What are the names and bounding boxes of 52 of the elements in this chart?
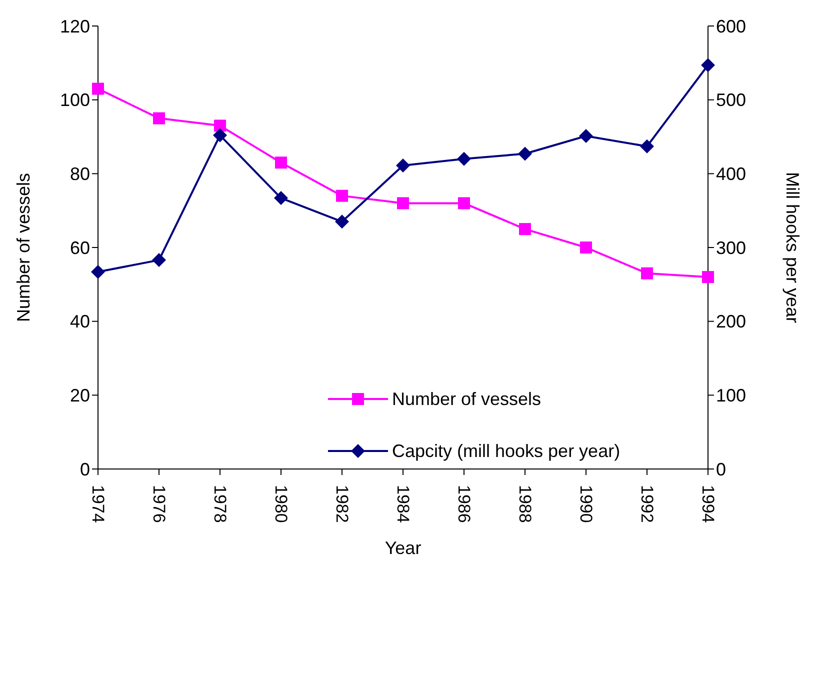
x-tick-label: 1982 — [332, 485, 352, 523]
point — [92, 82, 104, 95]
x-tick-label: 1986 — [454, 485, 474, 523]
y2-tick-label: 500 — [716, 90, 746, 110]
point — [336, 190, 348, 202]
point — [702, 271, 714, 284]
point — [458, 197, 470, 210]
x-tick-label: 1992 — [638, 485, 656, 523]
x-axis-title: Year — [384, 538, 422, 558]
y2-tick-label: 0 — [716, 459, 726, 480]
y-tick-label: 20 — [70, 386, 90, 406]
x-tick-label: 1984 — [394, 485, 412, 523]
x-tick-label: 1994 — [698, 485, 718, 523]
y-axis-title: Number of vessels — [13, 172, 34, 322]
point — [274, 191, 288, 206]
y2-tick-label: 400 — [716, 164, 746, 184]
y-tick-label: 80 — [70, 164, 90, 184]
point — [152, 253, 166, 268]
y-tick-label: 0 — [80, 459, 90, 480]
y2-axis-title: Mill hooks per year — [782, 172, 803, 324]
y2-tick-label: 600 — [716, 16, 746, 36]
y2-tick-label: 100 — [716, 386, 746, 406]
x-tick-label: 1974 — [88, 485, 108, 523]
point — [214, 120, 226, 132]
y2-tick-label: 300 — [716, 238, 746, 258]
point — [153, 112, 165, 124]
x-tick-label: 1978 — [210, 485, 230, 523]
x-tick-label: 1976 — [150, 485, 168, 523]
legend-label: Capcity (mill hooks per year) — [392, 440, 622, 462]
point — [580, 242, 592, 254]
x-tick-label: 1980 — [272, 485, 290, 523]
x-tick-label: 1988 — [516, 485, 534, 523]
y-tick-label: 100 — [60, 90, 90, 110]
y-tick-label: 120 — [60, 16, 90, 36]
point — [396, 158, 410, 173]
y-tick-label: 60 — [70, 238, 90, 258]
point — [275, 156, 287, 169]
point — [213, 128, 227, 142]
point — [397, 197, 409, 210]
point — [335, 214, 349, 229]
y-tick-label: 40 — [70, 312, 90, 332]
point — [91, 264, 105, 279]
point — [519, 223, 531, 236]
legend-label: Number of vessels — [392, 388, 542, 410]
point — [579, 129, 593, 144]
point — [640, 139, 654, 154]
y2-tick-label: 200 — [716, 312, 746, 332]
point — [457, 152, 471, 166]
point — [641, 267, 653, 280]
point — [518, 146, 532, 161]
x-tick-label: 1990 — [576, 485, 596, 523]
point — [701, 58, 715, 72]
